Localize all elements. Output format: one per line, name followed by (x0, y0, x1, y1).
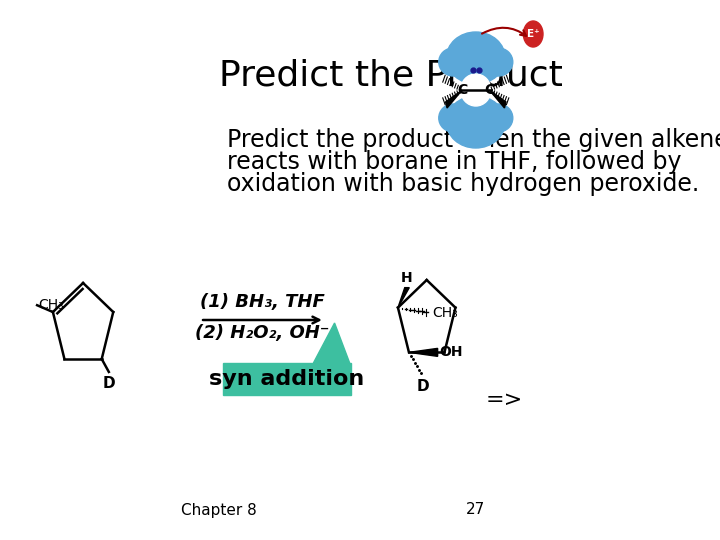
Ellipse shape (438, 48, 467, 76)
Text: D: D (416, 380, 429, 394)
Text: reacts with borane in THF, followed by: reacts with borane in THF, followed by (227, 150, 681, 174)
Polygon shape (490, 90, 506, 108)
Text: 27: 27 (466, 503, 485, 517)
Ellipse shape (438, 104, 467, 132)
Ellipse shape (484, 104, 513, 132)
FancyBboxPatch shape (222, 363, 351, 395)
Circle shape (523, 21, 543, 47)
Text: =>: => (486, 390, 523, 410)
Ellipse shape (461, 74, 491, 106)
Text: CH₃: CH₃ (39, 298, 64, 312)
Text: D: D (102, 376, 115, 391)
Polygon shape (409, 348, 438, 356)
Text: (2) H₂O₂, OH⁻: (2) H₂O₂, OH⁻ (195, 324, 329, 342)
Text: E⁺: E⁺ (527, 29, 539, 39)
Polygon shape (446, 90, 462, 108)
Text: Predict the Product: Predict the Product (219, 58, 563, 92)
Polygon shape (313, 323, 350, 363)
Text: CH₃: CH₃ (432, 306, 458, 320)
Text: (1) BH₃, THF: (1) BH₃, THF (199, 293, 325, 311)
Text: Predict the product when the given alkene: Predict the product when the given alken… (227, 128, 720, 152)
Ellipse shape (484, 48, 513, 76)
Polygon shape (398, 288, 409, 308)
Text: C: C (457, 83, 467, 97)
Text: C: C (485, 83, 495, 97)
Ellipse shape (446, 32, 505, 84)
Text: syn addition: syn addition (210, 369, 364, 389)
Text: OH: OH (439, 346, 463, 359)
Ellipse shape (446, 96, 505, 148)
Text: H: H (401, 271, 413, 285)
Text: oxidation with basic hydrogen peroxide.: oxidation with basic hydrogen peroxide. (227, 172, 699, 196)
Text: Chapter 8: Chapter 8 (181, 503, 257, 517)
